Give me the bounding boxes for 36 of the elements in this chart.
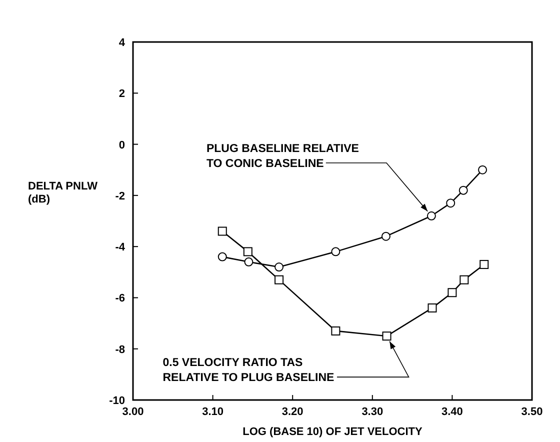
y-tick-label: -4 xyxy=(115,242,126,254)
x-axis-title: LOG (BASE 10) OF JET VELOCITY xyxy=(242,426,423,438)
point xyxy=(218,252,227,262)
y-tick-label: 0 xyxy=(118,139,125,152)
point xyxy=(480,260,489,269)
point xyxy=(218,226,227,236)
point xyxy=(428,303,437,312)
point xyxy=(460,275,469,284)
y-tick-label: -10 xyxy=(109,395,125,407)
x-tick-label: 3.30 xyxy=(362,406,384,418)
point xyxy=(448,288,457,298)
x-tick-label: 3.00 xyxy=(122,406,144,418)
point xyxy=(331,326,340,336)
point xyxy=(446,198,456,208)
point xyxy=(458,186,468,195)
x-tick-label: 3.10 xyxy=(202,406,224,418)
point xyxy=(382,332,392,341)
point xyxy=(331,247,340,256)
annotation: PLUG BASELINE RELATIVE TO CONIC BASELINE xyxy=(206,142,360,170)
y-tick-label: -8 xyxy=(115,344,125,356)
y-axis-title: DELTA PNLW (dB) xyxy=(28,180,98,206)
point xyxy=(426,211,436,220)
x-tick-label: 3.20 xyxy=(282,406,304,418)
x-tick-label: 3.50 xyxy=(521,406,543,418)
point xyxy=(381,232,390,241)
y-tick-label: 4 xyxy=(118,37,126,49)
x-tick-label: 3.40 xyxy=(441,406,463,418)
y-tick-label: 2 xyxy=(118,88,125,100)
point xyxy=(244,257,254,266)
point xyxy=(243,247,252,256)
y-tick-label: -6 xyxy=(115,292,125,305)
y-tick-label: -2 xyxy=(115,190,125,202)
annotation: 0.5 VELOCITY RATIO TAS RELATIVE TO PLUG BASELINE xyxy=(162,357,335,384)
point xyxy=(478,165,488,174)
point xyxy=(274,262,284,272)
point xyxy=(274,275,284,284)
